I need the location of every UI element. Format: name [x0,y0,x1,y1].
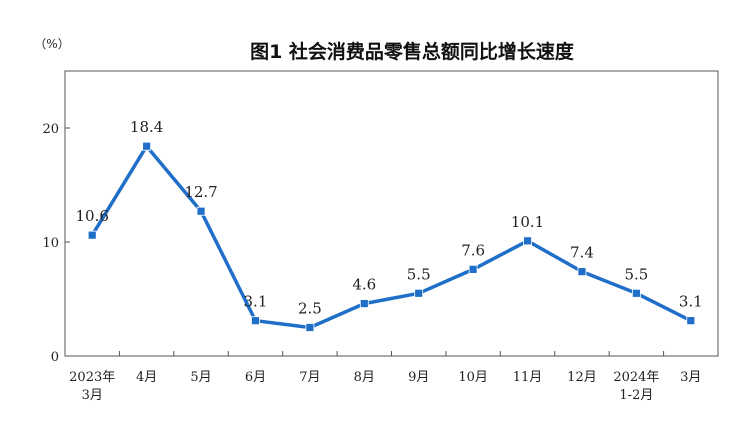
data-label-layer: 10.6 18.4 12.7 3.1 2.5 4.6 5.5 7.6 10.1 7.4 5.5 3.1 [76,118,703,317]
x-tick-label: 4月 [136,370,157,385]
x-tick-label: 5月 [190,370,211,385]
data-label: 3.1 [244,293,268,311]
x-tick-label: 11月 [513,370,543,385]
data-point-marker [686,316,696,326]
y-axis: 0 10 20 [42,122,70,365]
data-point-marker [631,288,641,298]
chart-title: 图1 社会消费品零售总额同比增长速度 [250,40,575,63]
data-label: 10.6 [76,207,109,225]
x-tick-label: 3月 [680,370,701,385]
x-tick-label: 7月 [299,370,320,385]
y-axis-unit-label: （%） [34,37,69,51]
data-point-marker [251,316,260,326]
data-point-marker [359,299,369,308]
y-tick-label: 20 [42,122,59,137]
data-label: 7.6 [461,241,485,259]
data-label: 18.4 [130,118,163,136]
x-tick-label: 8月 [354,370,375,385]
x-tick-label: 3月 [82,388,103,403]
series-line [90,144,693,330]
data-label: 10.1 [511,213,544,231]
data-label: 2.5 [298,300,322,318]
data-label: 5.5 [624,265,648,283]
x-tick-label: 1-2月 [619,388,653,403]
x-tick-label: 9月 [408,370,429,385]
data-point-marker [87,230,97,240]
x-tick-label: 2023年 [69,370,115,385]
data-point-marker [523,236,532,246]
data-label: 7.4 [570,244,594,262]
data-label: 12.7 [184,183,217,201]
series-layer [87,141,696,332]
data-point-marker [305,323,315,332]
data-point-marker [468,264,478,274]
data-label: 5.5 [407,265,431,283]
data-point-marker [414,288,424,298]
data-point-marker [196,206,206,216]
x-tick-label: 6月 [245,370,266,385]
data-label: 3.1 [679,293,703,311]
y-tick-label: 0 [51,350,59,365]
y-tick-label: 10 [42,236,59,251]
x-axis: 2023年 3月 4月 5月 6月 7月 8月 9月 10月 11月 12月 2024年 1-2月 3月 [64,351,719,403]
x-tick-label: 10月 [458,370,488,385]
x-tick-label: 12月 [567,370,597,385]
data-label: 4.6 [352,276,376,294]
data-point-marker [142,141,152,151]
x-tick-label: 2024年 [613,370,659,385]
data-point-marker [577,267,587,277]
